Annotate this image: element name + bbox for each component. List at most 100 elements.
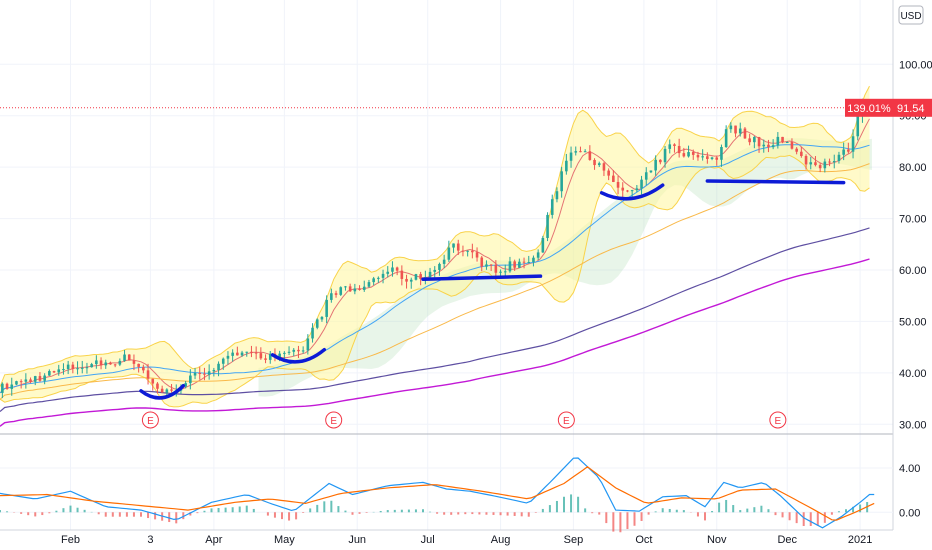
time-tick-label: Apr bbox=[205, 534, 222, 546]
histogram-bar bbox=[273, 512, 276, 518]
candle-body bbox=[264, 358, 267, 360]
candle-body bbox=[386, 271, 390, 274]
candle-body bbox=[297, 349, 300, 352]
histogram-bar bbox=[457, 512, 460, 515]
candle-body bbox=[311, 327, 314, 339]
candle-body bbox=[245, 351, 249, 353]
candle-body bbox=[57, 369, 61, 373]
earnings-circle bbox=[141, 411, 159, 429]
candle-body bbox=[358, 288, 361, 290]
ma-purple-line bbox=[0, 227, 870, 412]
candle-body bbox=[132, 360, 136, 364]
candle-body bbox=[438, 263, 441, 270]
candle-body bbox=[283, 352, 286, 354]
histogram-bar bbox=[633, 512, 636, 526]
histogram-bar bbox=[196, 512, 199, 514]
candle-body bbox=[771, 145, 775, 148]
candle-body bbox=[99, 360, 103, 366]
candle-body bbox=[212, 369, 216, 372]
osc-tick-label: 4.00 bbox=[899, 463, 920, 475]
histogram-bar bbox=[704, 512, 706, 521]
candle-body bbox=[842, 149, 845, 155]
candle-body bbox=[710, 157, 714, 159]
candle-body bbox=[344, 286, 347, 288]
candle-body bbox=[433, 269, 437, 272]
histogram-bar bbox=[189, 512, 192, 516]
candle-body bbox=[626, 190, 629, 192]
histogram-bar bbox=[309, 508, 312, 513]
candle-body bbox=[254, 352, 258, 354]
histogram-bar bbox=[429, 511, 432, 513]
currency-label: USD bbox=[900, 11, 921, 22]
candle-body bbox=[160, 388, 164, 393]
candle-body bbox=[198, 372, 202, 374]
price-tick-label: 100.00 bbox=[899, 59, 932, 71]
histogram-bar bbox=[407, 509, 410, 513]
candle-body bbox=[377, 277, 380, 279]
histogram-bar bbox=[203, 510, 206, 513]
candle-body bbox=[189, 375, 192, 384]
band-fill bbox=[0, 86, 870, 407]
candle-body bbox=[381, 273, 385, 278]
histogram-bar bbox=[365, 512, 368, 513]
histogram-bar bbox=[210, 508, 213, 513]
candle-body bbox=[372, 278, 375, 283]
candle-body bbox=[767, 144, 770, 148]
candle-body bbox=[52, 371, 56, 373]
histogram-bar bbox=[492, 512, 495, 515]
candle-body bbox=[292, 349, 296, 352]
histogram-bar bbox=[626, 512, 629, 530]
candle-body bbox=[278, 353, 281, 358]
histogram-bar bbox=[6, 511, 9, 513]
earnings-circle bbox=[769, 411, 787, 429]
histogram-bar bbox=[570, 494, 573, 513]
histogram-bar bbox=[584, 508, 587, 513]
histogram-bar bbox=[337, 506, 340, 513]
time-tick-label: Jun bbox=[348, 534, 366, 546]
candle-body bbox=[776, 136, 780, 146]
channel-low-line bbox=[599, 183, 665, 201]
candle-body bbox=[851, 136, 855, 152]
candle-body bbox=[391, 267, 394, 272]
candle-body bbox=[362, 286, 366, 290]
histogram-bar bbox=[548, 505, 551, 513]
histogram-bar bbox=[118, 512, 121, 517]
candle-body bbox=[226, 355, 230, 359]
candle-body bbox=[837, 154, 841, 161]
price-tick-label: 80.00 bbox=[899, 162, 927, 174]
candle-body bbox=[33, 376, 37, 382]
candle-body bbox=[513, 261, 516, 268]
candle-body bbox=[588, 151, 592, 160]
candle-body bbox=[339, 287, 343, 295]
candle-body bbox=[217, 363, 220, 370]
histogram-bar bbox=[224, 507, 227, 513]
currency-button[interactable]: USD bbox=[898, 5, 924, 25]
time-tick-label: Oct bbox=[635, 534, 652, 546]
candle-body bbox=[236, 352, 239, 356]
histogram-bar bbox=[725, 499, 728, 513]
candle-body bbox=[19, 381, 23, 383]
time-tick-label: 3 bbox=[147, 534, 153, 546]
histogram-bar bbox=[125, 512, 128, 517]
histogram-bar bbox=[718, 502, 721, 513]
candle-body bbox=[602, 163, 606, 171]
candle-body bbox=[259, 353, 263, 359]
candle-body bbox=[743, 128, 747, 139]
candle-body bbox=[847, 149, 850, 152]
histogram-bar bbox=[344, 510, 347, 513]
ma-yellow-line bbox=[0, 163, 870, 400]
candle-body bbox=[400, 270, 404, 279]
histogram-bar bbox=[266, 512, 269, 516]
candle-body bbox=[170, 389, 173, 391]
candle-body bbox=[395, 267, 399, 271]
histogram-bar bbox=[774, 512, 777, 516]
drawn-channel-lows bbox=[139, 179, 846, 400]
candle-body bbox=[522, 261, 526, 263]
candle-body bbox=[330, 293, 333, 300]
histogram-bar bbox=[555, 500, 558, 513]
channel-low-line bbox=[270, 347, 327, 364]
histogram-bar bbox=[288, 512, 291, 521]
candle-body bbox=[720, 147, 723, 160]
candle-body bbox=[207, 371, 211, 375]
